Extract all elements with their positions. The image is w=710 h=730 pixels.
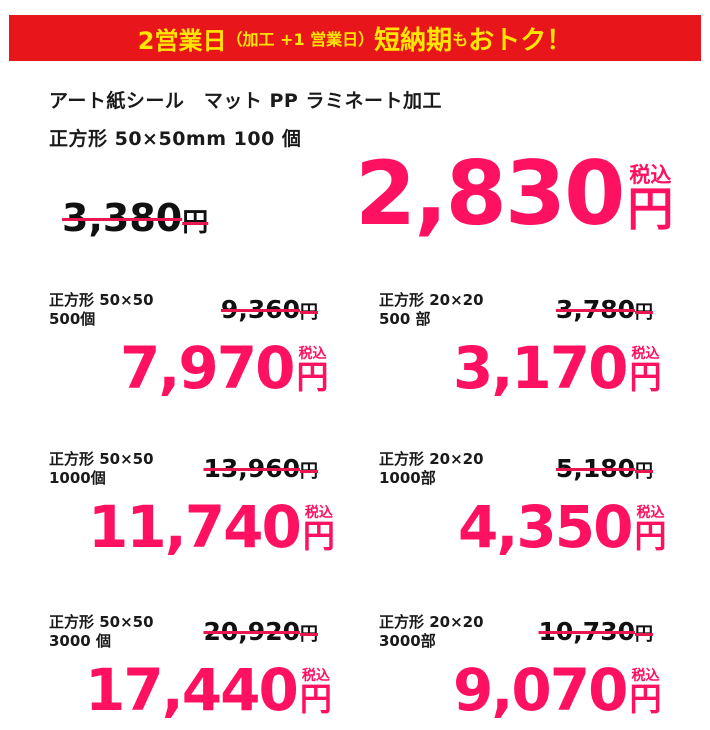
offer-shape: 正方形 20×20: [379, 450, 484, 468]
offer-old-price: 20,920円: [204, 617, 318, 646]
offer-yen-label: 円: [634, 517, 667, 555]
offer-quantity: 1000部: [379, 468, 436, 487]
offer-old-price-unit: 円: [635, 624, 653, 645]
offer-yen-label: 円: [629, 358, 662, 396]
banner-deal: おトク！: [468, 25, 573, 56]
offer-price-value: 7,970: [120, 334, 295, 402]
banner-days: 2営業日: [137, 26, 227, 55]
offer-shape: 正方形 20×20: [379, 291, 484, 309]
banner-short-delivery: 短納期: [374, 25, 453, 56]
main-old-price: 3,380円: [62, 196, 208, 240]
offer-old-price-unit: 円: [300, 302, 318, 323]
offer-price: 9,070 税込円: [453, 661, 661, 719]
product-title: アート紙シール マット PP ラミネート加工: [49, 90, 442, 112]
offer-old-price-value: 20,920: [203, 617, 300, 646]
offer-shape: 正方形 50×50: [49, 613, 154, 631]
main-old-price-value: 3,380: [62, 196, 183, 240]
offer-quantity: 500個: [49, 309, 96, 328]
offer-old-price-unit: 円: [300, 461, 318, 482]
offer-price-value: 3,170: [453, 334, 628, 402]
offer-old-price: 5,180円: [556, 454, 653, 483]
offer-tax-label: 税込: [301, 668, 330, 684]
offer-price-value: 4,350: [458, 493, 633, 561]
offer-tax-label: 税込: [304, 505, 333, 521]
banner-mo: も: [452, 30, 469, 49]
offer-quantity: 500 部: [379, 309, 431, 328]
offer-shape: 正方形 50×50: [49, 450, 154, 468]
offer-spec: 正方形 20×20 1000部: [379, 450, 484, 488]
offer-tax-label: 税込: [636, 505, 665, 521]
offer-price: 3,170 税込円: [453, 339, 661, 397]
offer-spec: 正方形 50×50 3000 個: [49, 613, 154, 651]
offer-price-value: 17,440: [85, 656, 299, 724]
offer-old-price-value: 13,960: [203, 454, 300, 483]
offer-yen-label: 円: [302, 517, 335, 555]
main-price-value: 2,830: [355, 142, 625, 245]
offer-tax-label: 税込: [631, 668, 660, 684]
main-yen-label: 円: [627, 182, 674, 236]
offer-price: 17,440 税込円: [85, 661, 332, 719]
offer-tax-label: 税込: [631, 346, 660, 362]
offer-spec: 正方形 20×20 500 部: [379, 291, 484, 329]
main-old-price-unit: 円: [182, 208, 209, 238]
offer-price-value: 9,070: [453, 656, 628, 724]
offer-quantity: 1000個: [49, 468, 106, 487]
main-price: 2,830 税込 円: [355, 150, 673, 238]
promo-banner: 2営業日 （加工 +1 営業日） 短納期 も おトク！: [9, 15, 701, 61]
offer-spec: 正方形 50×50 1000個: [49, 450, 154, 488]
offer-old-price-value: 5,180: [555, 454, 635, 483]
banner-processing: （加工 +1 営業日）: [226, 30, 375, 49]
offer-tax-label: 税込: [298, 346, 327, 362]
offer-price: 11,740 税込円: [88, 498, 335, 556]
offer-price: 7,970 税込円: [120, 339, 328, 397]
offer-shape: 正方形 50×50: [49, 291, 154, 309]
offer-quantity: 3000部: [379, 631, 436, 650]
offer-price-value: 11,740: [88, 493, 302, 561]
offer-old-price: 3,780円: [556, 295, 653, 324]
offer-spec: 正方形 20×20 3000部: [379, 613, 484, 651]
offer-old-price-value: 10,730: [538, 617, 635, 646]
offer-old-price: 13,960円: [204, 454, 318, 483]
offer-shape: 正方形 20×20: [379, 613, 484, 631]
offer-yen-label: 円: [629, 680, 662, 718]
offer-quantity: 3000 個: [49, 631, 111, 650]
product-size: 正方形 50×50mm 100 個: [49, 128, 302, 150]
offer-spec: 正方形 50×50 500個: [49, 291, 154, 329]
offer-old-price-value: 9,360: [220, 295, 300, 324]
offer-yen-label: 円: [296, 358, 329, 396]
offer-old-price: 10,730円: [539, 617, 653, 646]
offer-yen-label: 円: [299, 680, 332, 718]
offer-price: 4,350 税込円: [458, 498, 666, 556]
offer-old-price: 9,360円: [221, 295, 318, 324]
offer-old-price-unit: 円: [635, 302, 653, 323]
main-tax-label: 税込: [629, 163, 672, 187]
offer-old-price-unit: 円: [300, 624, 318, 645]
offer-old-price-value: 3,780: [555, 295, 635, 324]
offer-old-price-unit: 円: [635, 461, 653, 482]
